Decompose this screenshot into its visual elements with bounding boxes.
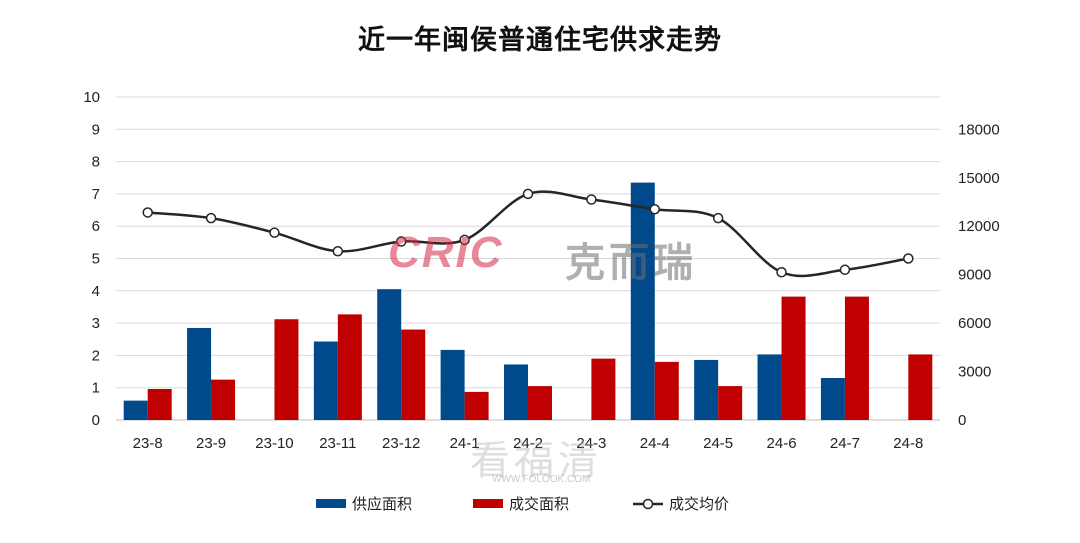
price-point — [903, 253, 914, 264]
deal-bar — [464, 391, 489, 420]
x-axis-tick-label: 24-7 — [830, 435, 860, 452]
price-point — [776, 266, 787, 278]
left-axis-tick-label: 10 — [83, 89, 100, 106]
price-line — [147, 190, 909, 278]
site-url-watermark: WWW.FOLOOK.COM — [492, 474, 591, 485]
deal-bar — [781, 296, 806, 420]
left-axis-tick-label: 3 — [92, 315, 100, 332]
left-axis-tick-label: 9 — [92, 121, 100, 138]
left-axis-tick-label: 7 — [92, 186, 100, 203]
price-point — [649, 203, 661, 215]
left-axis-tick-label: 2 — [92, 347, 100, 364]
price-point — [395, 236, 407, 247]
deal-bar — [147, 388, 172, 420]
x-axis-tick-label: 24-6 — [767, 435, 797, 452]
supply-bar — [694, 359, 719, 420]
x-axis-tick-label: 23-9 — [196, 435, 226, 452]
supply-bar — [377, 289, 402, 420]
legend-label-supply: 供应面积 — [352, 495, 412, 513]
left-axis-tick-label: 1 — [92, 380, 100, 397]
right-axis-tick-label: 0 — [958, 412, 966, 429]
deal-bar — [654, 361, 679, 420]
deal-bar — [908, 354, 933, 420]
left-axis-tick-label: 4 — [92, 283, 100, 300]
x-axis-tick-label: 24-5 — [703, 435, 733, 452]
left-axis-tick-label: 8 — [92, 154, 100, 171]
right-axis-tick-label: 9000 — [958, 267, 991, 284]
supply-bar — [440, 349, 465, 420]
left-axis-tick-label: 6 — [92, 218, 100, 235]
price-point — [205, 212, 217, 224]
x-axis-tick-label: 24-4 — [640, 435, 670, 452]
price-point — [712, 212, 724, 224]
price-point — [586, 194, 597, 205]
deal-bar — [591, 358, 616, 420]
right-axis-tick-label: 18000 — [958, 121, 1000, 138]
right-axis-tick-label: 15000 — [958, 170, 1000, 187]
left-axis-tick-label: 5 — [92, 251, 100, 268]
x-axis-tick-label: 23-8 — [133, 435, 163, 452]
cric-cn-watermark: 克而瑞 — [565, 241, 697, 285]
x-axis-tick-label: 24-1 — [450, 435, 480, 452]
price-point — [522, 188, 534, 200]
price-point — [269, 227, 280, 238]
legend-swatch-price-marker — [642, 498, 654, 510]
x-axis-tick-label: 23-12 — [382, 435, 420, 452]
x-axis-tick-label: 24-8 — [893, 435, 923, 452]
legend-swatch-supply — [316, 499, 346, 508]
price-point — [332, 245, 344, 257]
deal-bar — [274, 319, 299, 420]
supply-bar — [820, 378, 845, 420]
supply-bar — [123, 400, 148, 420]
deal-bar — [528, 386, 552, 420]
supply-bar — [313, 341, 338, 420]
deal-bar — [337, 314, 362, 420]
supply-bar — [504, 364, 528, 420]
site-watermark: 看福清 — [470, 439, 602, 483]
x-axis-tick-label: 23-10 — [255, 435, 293, 452]
legend-label-price: 成交均价 — [669, 495, 729, 513]
deal-bar — [844, 296, 869, 420]
cric-watermark: CRIC — [388, 228, 504, 277]
deal-bar — [718, 386, 743, 420]
right-axis-tick-label: 3000 — [958, 364, 991, 381]
chart-title: 近一年闽侯普通住宅供求走势 — [358, 25, 722, 55]
deal-bar — [401, 329, 426, 420]
supply-bar — [757, 354, 782, 420]
supply-bar — [630, 182, 655, 420]
legend-label-deal: 成交面积 — [509, 495, 569, 513]
legend-swatch-deal — [473, 499, 503, 508]
supply-bar — [187, 327, 212, 420]
deal-bar — [211, 379, 236, 420]
x-axis-tick-label: 24-3 — [576, 435, 606, 452]
price-point — [459, 234, 470, 246]
x-axis-tick-label: 24-2 — [513, 435, 543, 452]
right-axis-tick-label: 6000 — [958, 315, 991, 332]
left-axis-tick-label: 0 — [92, 412, 100, 429]
right-axis-tick-label: 12000 — [958, 218, 1000, 235]
price-point — [142, 207, 153, 218]
x-axis-tick-label: 23-11 — [319, 435, 356, 452]
price-point — [839, 264, 851, 276]
